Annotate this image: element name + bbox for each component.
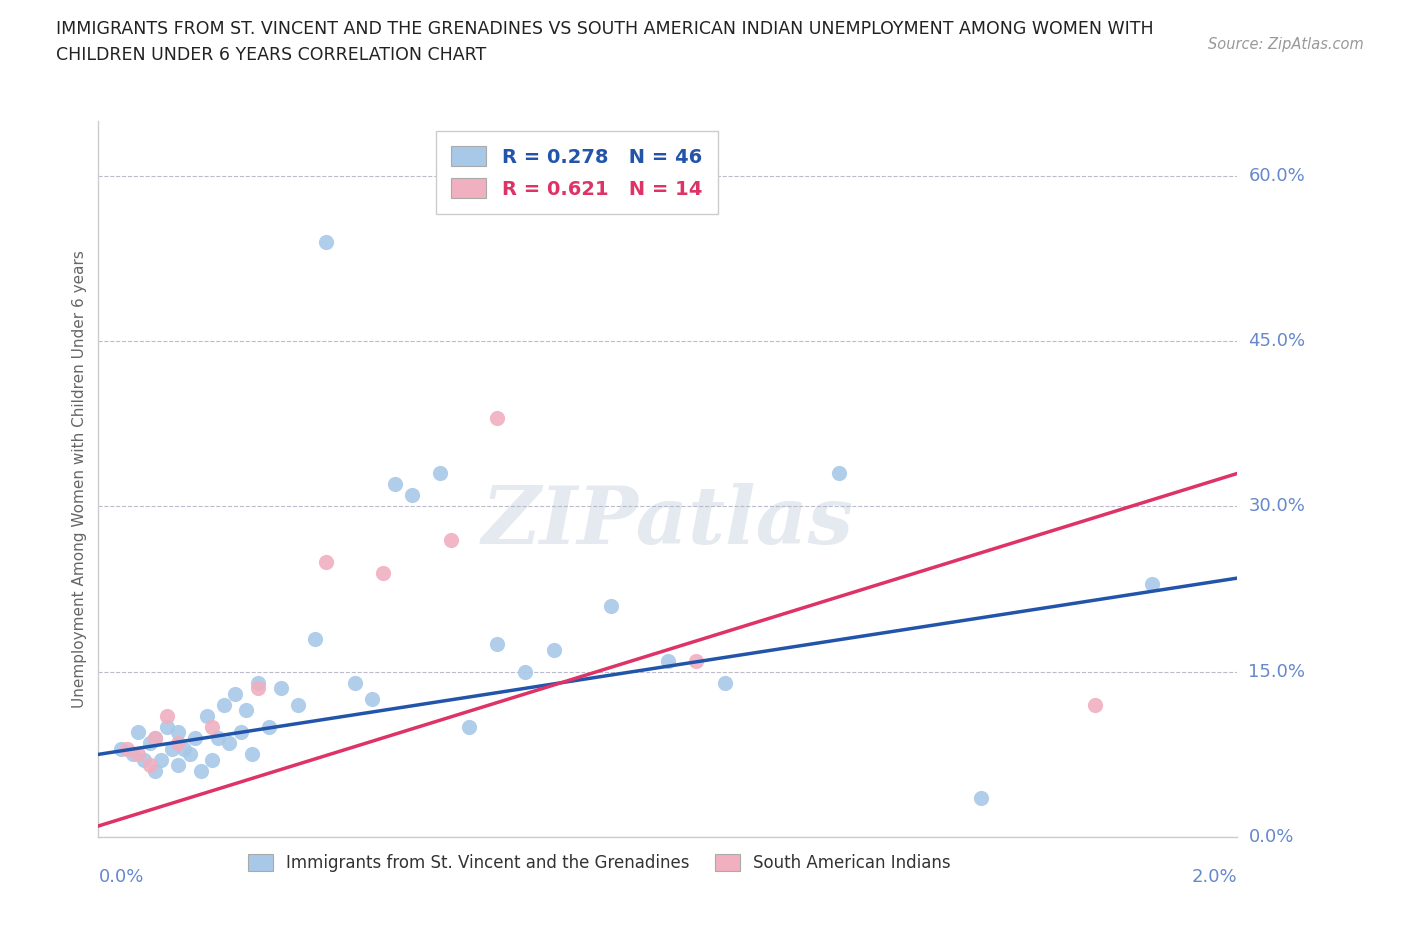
Point (212, 698, 235, 712)
Point (201, 720, 224, 735)
Point (287, 698, 309, 712)
Point (195, 709, 218, 724)
Text: 15.0%: 15.0% (1249, 663, 1305, 681)
Point (457, 720, 479, 735)
Point (1084, 698, 1107, 712)
Point (685, 653, 707, 668)
Point (714, 675, 737, 690)
Text: 60.0%: 60.0% (1249, 167, 1305, 185)
Text: 0.0%: 0.0% (98, 868, 143, 885)
Point (179, 747, 201, 762)
Point (360, 692, 382, 707)
Point (201, 752, 224, 767)
Point (657, 653, 679, 668)
Point (315, 234, 337, 249)
Point (156, 720, 179, 735)
Point (224, 686, 246, 701)
Point (184, 730, 207, 745)
Point (304, 631, 326, 646)
Point (145, 764, 167, 778)
Point (207, 730, 229, 745)
Point (970, 791, 993, 806)
Point (127, 747, 149, 762)
Point (440, 532, 463, 547)
Point (235, 703, 257, 718)
Point (121, 747, 143, 762)
Point (156, 709, 179, 724)
Point (270, 681, 292, 696)
Point (110, 741, 132, 756)
Text: Source: ZipAtlas.com: Source: ZipAtlas.com (1208, 37, 1364, 52)
Text: CHILDREN UNDER 6 YEARS CORRELATION CHART: CHILDREN UNDER 6 YEARS CORRELATION CHART (56, 46, 486, 64)
Point (343, 675, 366, 690)
Point (150, 752, 173, 767)
Point (246, 681, 269, 696)
Point (132, 752, 155, 767)
Point (138, 758, 160, 773)
Point (515, 664, 537, 679)
Point (401, 488, 423, 503)
Y-axis label: Unemployment Among Women with Children Under 6 years: Unemployment Among Women with Children U… (72, 250, 87, 708)
Point (1140, 577, 1163, 591)
Text: IMMIGRANTS FROM ST. VINCENT AND THE GRENADINES VS SOUTH AMERICAN INDIAN UNEMPLOY: IMMIGRANTS FROM ST. VINCENT AND THE GREN… (56, 20, 1154, 38)
Point (315, 554, 337, 569)
Text: 0.0%: 0.0% (1249, 828, 1294, 846)
Point (429, 466, 451, 481)
Point (145, 730, 167, 745)
Point (543, 643, 565, 658)
Text: 45.0%: 45.0% (1249, 332, 1306, 351)
Point (828, 466, 851, 481)
Point (486, 637, 509, 652)
Point (145, 730, 167, 745)
Point (240, 747, 263, 762)
Point (259, 720, 281, 735)
Point (127, 724, 149, 739)
Point (138, 736, 160, 751)
Point (167, 724, 190, 739)
Text: ZIPatlas: ZIPatlas (482, 484, 853, 561)
Point (486, 411, 509, 426)
Text: 2.0%: 2.0% (1192, 868, 1237, 885)
Point (173, 741, 195, 756)
Point (167, 736, 190, 751)
Point (384, 477, 406, 492)
Point (190, 764, 212, 778)
Point (115, 741, 138, 756)
Point (246, 675, 269, 690)
Text: 30.0%: 30.0% (1249, 498, 1305, 515)
Legend: Immigrants from St. Vincent and the Grenadines, South American Indians: Immigrants from St. Vincent and the Gren… (242, 847, 957, 879)
Point (371, 565, 394, 580)
Point (218, 736, 240, 751)
Point (162, 741, 184, 756)
Point (167, 758, 190, 773)
Point (600, 598, 623, 613)
Point (229, 724, 252, 739)
